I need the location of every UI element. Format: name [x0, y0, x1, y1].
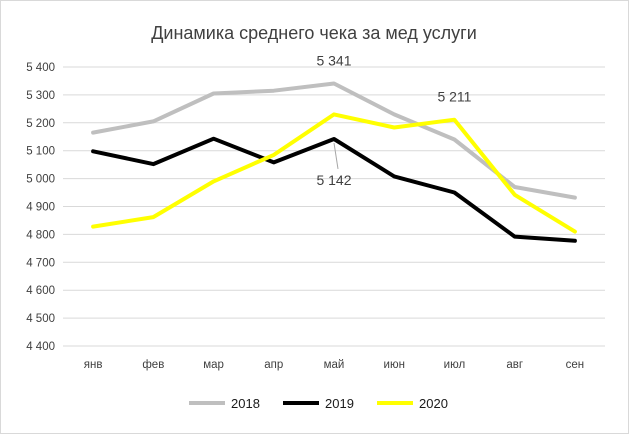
- x-tick-label: янв: [84, 359, 103, 371]
- x-tick-label: мар: [203, 359, 224, 371]
- y-tick-label: 5 000: [26, 174, 55, 186]
- series-line-2019: [93, 139, 575, 241]
- data-label: 5 142: [316, 172, 351, 188]
- y-tick-label: 4 400: [26, 341, 55, 353]
- x-tick-label: сен: [566, 359, 585, 371]
- series-lines: [93, 83, 575, 241]
- y-tick-label: 5 300: [26, 90, 55, 102]
- y-tick-label: 4 600: [26, 285, 55, 297]
- data-label: 5 341: [316, 52, 351, 68]
- x-tick-label: апр: [264, 359, 283, 371]
- annotation-leader-line: [334, 143, 338, 169]
- legend-label: 2020: [419, 396, 448, 411]
- x-tick-label: фев: [142, 359, 164, 371]
- legend: 2018 2019 2020: [189, 396, 448, 411]
- legend-label: 2019: [325, 396, 354, 411]
- y-tick-label: 4 800: [26, 229, 55, 241]
- data-label: 5 211: [437, 89, 471, 105]
- gridlines: [63, 67, 605, 346]
- y-tick-label: 4 700: [26, 257, 55, 269]
- y-tick-label: 4 500: [26, 313, 55, 325]
- x-axis: янв фев мар апр май июн июл авг сен: [84, 359, 584, 371]
- x-tick-label: июл: [444, 359, 466, 371]
- x-tick-label: авг: [506, 359, 523, 371]
- x-tick-label: май: [324, 359, 345, 371]
- y-tick-label: 5 400: [26, 62, 55, 74]
- y-tick-label: 5 100: [26, 146, 55, 158]
- y-tick-label: 5 200: [26, 118, 55, 130]
- chart-title: Динамика среднего чека за мед услуги: [151, 23, 477, 43]
- y-axis: 4 400 4 500 4 600 4 700 4 800 4 900 5 000 5 100…: [26, 62, 55, 353]
- x-tick-label: июн: [384, 359, 405, 371]
- legend-label: 2018: [231, 396, 260, 411]
- y-tick-label: 4 900: [26, 202, 55, 214]
